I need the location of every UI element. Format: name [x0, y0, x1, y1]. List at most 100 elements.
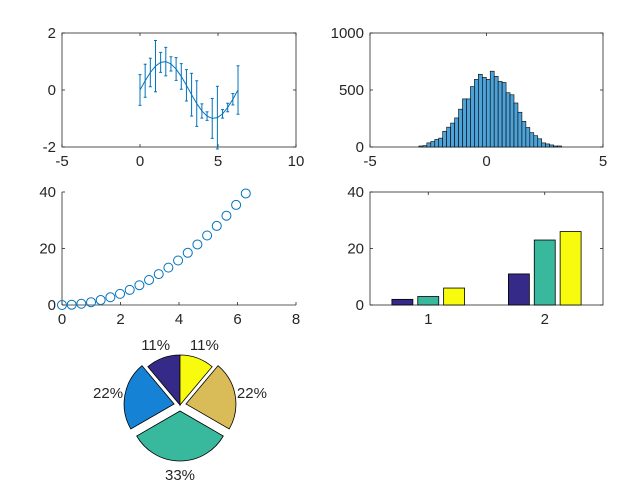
histogram-bar — [485, 79, 491, 148]
error-bar — [200, 103, 204, 119]
bar-series-2 — [533, 239, 556, 306]
histogram-bar — [474, 79, 479, 148]
pie-label: 22% — [237, 385, 267, 402]
axes-box — [61, 32, 297, 148]
y-tick-label: 0 — [356, 139, 364, 156]
bar-series-3 — [559, 231, 582, 306]
histogram-bar — [438, 137, 443, 148]
scatter-point — [231, 199, 242, 210]
scatter-point — [95, 295, 106, 306]
histogram-bar — [525, 127, 531, 148]
pie-slice — [136, 410, 224, 462]
y-tick-label: 40 — [39, 184, 56, 201]
x-tick-label: 0 — [58, 311, 66, 328]
scatter-point — [153, 269, 164, 280]
scatter-point — [144, 274, 155, 285]
pie-label: 33% — [165, 467, 195, 484]
scatter-point — [115, 288, 126, 299]
x-tick-label: -5 — [55, 153, 68, 170]
histogram-bar — [434, 139, 440, 148]
pie-label: 11% — [190, 337, 219, 354]
scatter-point — [221, 210, 232, 221]
error-bar — [148, 57, 152, 88]
histogram-bar — [533, 135, 539, 148]
error-bar — [164, 46, 168, 77]
histogram-bar — [545, 143, 550, 148]
histogram-bar — [521, 121, 527, 148]
pie-slice — [185, 365, 237, 430]
scatter-plot: 0 2 4 6 8 0 20 40 — [39, 184, 300, 328]
pie-label: 22% — [93, 385, 123, 402]
x-tick-label: 2 — [541, 311, 549, 328]
y-tick-label: 1000 — [331, 25, 364, 42]
error-bar — [143, 63, 147, 98]
histogram-bar — [497, 81, 503, 148]
y-tick-label: -2 — [43, 139, 56, 156]
histogram-bar — [450, 122, 455, 148]
error-bar — [205, 111, 209, 121]
histogram-bar — [493, 76, 499, 148]
scatter-point — [124, 284, 135, 295]
y-tick-label: 20 — [39, 241, 56, 258]
histogram-bar — [442, 130, 447, 148]
histogram-bar — [458, 108, 463, 148]
scatter-point — [134, 280, 145, 291]
error-bar — [221, 109, 225, 119]
histogram-bar — [430, 141, 436, 148]
histogram-bar — [422, 145, 428, 148]
pie-label: 11% — [141, 337, 170, 354]
histogram-bar — [517, 111, 523, 148]
error-bar — [184, 69, 188, 102]
errorbar-plot: -5 0 5 10 -2 0 2 — [43, 25, 305, 170]
x-tick-label: 8 — [292, 311, 300, 328]
scatter-point — [182, 247, 193, 258]
histogram-bar — [454, 117, 459, 148]
histogram-bar — [426, 142, 432, 148]
histogram-bar — [557, 145, 562, 148]
error-bar — [195, 80, 199, 127]
histogram-bar — [549, 144, 554, 148]
y-tick-label: 20 — [347, 241, 364, 258]
histogram-bar — [489, 70, 495, 148]
scatter-point — [202, 230, 213, 241]
x-tick-label: 5 — [214, 153, 222, 170]
error-bar — [159, 51, 163, 73]
x-tick-label: 0 — [136, 153, 144, 170]
scatter-point — [240, 188, 251, 199]
y-tick-label: 0 — [48, 82, 56, 99]
bar-series-3 — [443, 287, 465, 306]
x-tick-label: -5 — [363, 153, 376, 170]
scatter-point — [173, 255, 184, 266]
error-bar — [190, 72, 194, 117]
y-tick-label: 0 — [48, 297, 56, 314]
histogram-bar — [509, 94, 515, 148]
bar-series-2 — [417, 296, 440, 306]
error-bar — [236, 65, 240, 115]
histogram-bar — [501, 82, 507, 148]
bar-series-1 — [508, 273, 530, 306]
histogram-bar — [482, 77, 487, 148]
y-tick-label: 40 — [347, 184, 364, 201]
y-tick-label: 500 — [339, 82, 364, 99]
scatter-point — [105, 292, 116, 303]
y-tick-label: 0 — [356, 297, 364, 314]
histogram-bar — [505, 92, 511, 148]
histogram-bar — [541, 142, 546, 148]
error-bar — [226, 102, 230, 113]
histogram-bar — [470, 86, 475, 148]
histogram-bar — [529, 132, 535, 148]
x-tick-label: 1 — [424, 311, 432, 328]
error-bar — [215, 85, 219, 150]
x-tick-label: 0 — [482, 153, 490, 170]
histogram-bar — [446, 126, 451, 148]
histogram-bar — [418, 145, 424, 148]
histogram-bar — [478, 73, 483, 148]
bar-series-1 — [391, 298, 414, 306]
histogram-bar — [466, 98, 471, 148]
histogram-bar — [462, 98, 467, 148]
error-bar — [231, 93, 235, 106]
x-tick-label: 5 — [599, 153, 607, 170]
pie-chart: 11% 22% 33% 22% 11% — [93, 337, 267, 484]
error-bar — [210, 97, 214, 139]
